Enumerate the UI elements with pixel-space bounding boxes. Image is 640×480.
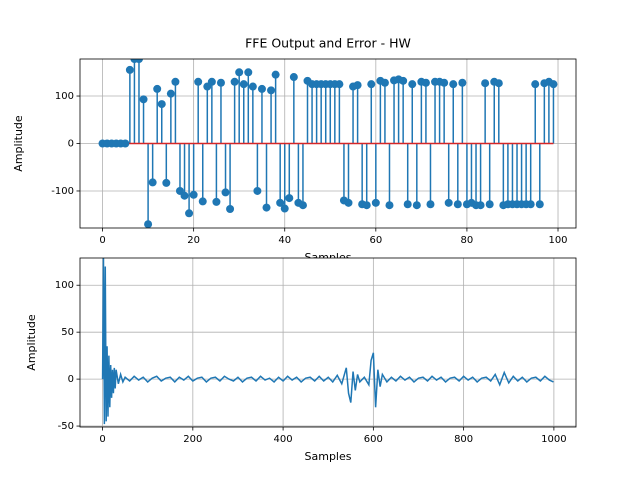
stem-marker	[426, 200, 435, 209]
stem-marker	[194, 77, 203, 86]
stem-marker	[253, 186, 262, 195]
stem-marker	[367, 80, 376, 89]
axes-background	[80, 258, 576, 427]
x-tick-label: 80	[461, 235, 474, 246]
y-tick-label: 0	[68, 374, 74, 385]
stem-marker	[166, 89, 175, 98]
plot-area	[80, 258, 576, 427]
stem-marker	[353, 81, 362, 90]
stem-marker	[230, 77, 239, 86]
stem-marker	[267, 86, 276, 95]
stem-marker	[535, 200, 544, 209]
stem-marker	[440, 78, 449, 87]
stem-marker	[531, 80, 540, 89]
x-tick-label: 200	[183, 434, 202, 445]
stem-marker	[162, 178, 171, 187]
x-tick-label: 1000	[541, 434, 566, 445]
y-tick-label: 0	[68, 139, 74, 150]
y-axis-label: Amplitude	[12, 115, 25, 172]
stem-marker	[421, 78, 430, 87]
stem-marker	[458, 78, 467, 87]
stem-marker	[189, 190, 198, 199]
stem-marker	[207, 77, 216, 86]
axes-frame	[79, 257, 577, 428]
stem-marker	[403, 200, 412, 209]
stem-marker	[248, 82, 257, 91]
x-tick-label: 400	[274, 434, 293, 445]
plot-area	[80, 59, 576, 228]
y-tick-label: 100	[55, 280, 74, 291]
chart-title: FFE Output and Error - HW	[245, 36, 411, 51]
stem-marker	[144, 220, 153, 228]
stem-marker	[262, 203, 271, 212]
stem-marker	[280, 204, 289, 213]
axes-frame	[79, 58, 577, 229]
stem-marker	[408, 80, 417, 89]
stem-marker	[298, 201, 307, 210]
stem-marker	[399, 76, 408, 85]
stem-marker	[125, 65, 134, 74]
stem-marker	[239, 80, 248, 89]
x-tick-label: 20	[187, 235, 200, 246]
x-axis-label: Samples	[305, 450, 352, 463]
stem-marker	[385, 201, 394, 210]
y-axis-label: Amplitude	[25, 314, 38, 371]
stem-marker	[276, 198, 285, 207]
x-tick-label: 0	[99, 235, 105, 246]
stem-marker	[180, 191, 189, 200]
y-tick-label: 100	[55, 91, 74, 102]
stem-marker	[481, 79, 490, 88]
stem-marker	[221, 188, 230, 197]
stem-marker	[171, 77, 180, 86]
stem-marker	[139, 95, 148, 104]
stem-marker	[380, 78, 389, 87]
stem-marker	[453, 200, 462, 209]
stem-marker	[148, 178, 157, 187]
stem-marker	[494, 79, 503, 88]
stem-marker	[412, 201, 421, 210]
stem-marker	[226, 205, 235, 214]
y-tick-label: 50	[61, 327, 74, 338]
stem-marker	[335, 80, 344, 89]
stem-marker	[485, 200, 494, 209]
y-tick-label: -100	[51, 186, 74, 197]
stem-marker	[198, 197, 207, 206]
x-tick-label: 60	[369, 235, 382, 246]
stem-marker	[212, 197, 221, 206]
error-line	[101, 258, 554, 425]
x-tick-label: 40	[278, 235, 291, 246]
stem-marker	[526, 200, 535, 209]
stem-marker	[257, 84, 266, 93]
x-tick-label: 100	[548, 235, 567, 246]
stem-marker	[153, 84, 162, 93]
stem-marker	[444, 198, 453, 207]
stem-marker	[244, 68, 253, 77]
stem-marker	[157, 100, 166, 109]
stem-marker	[235, 68, 244, 77]
stem-marker	[362, 201, 371, 210]
x-tick-label: 600	[364, 434, 383, 445]
stem-marker	[285, 194, 294, 203]
stem-marker	[344, 198, 353, 207]
stem-marker	[134, 59, 143, 63]
stem-marker	[121, 139, 130, 148]
stem-marker	[549, 80, 558, 89]
stem-marker	[185, 209, 194, 218]
stem-marker	[289, 73, 298, 82]
stem-marker	[216, 78, 225, 87]
y-tick-label: -50	[58, 421, 74, 432]
stem-marker	[476, 201, 485, 210]
stem-marker	[371, 198, 380, 207]
stem-marker	[449, 80, 458, 89]
x-tick-label: 0	[99, 434, 105, 445]
x-tick-label: 800	[454, 434, 473, 445]
stem-marker	[271, 70, 280, 79]
